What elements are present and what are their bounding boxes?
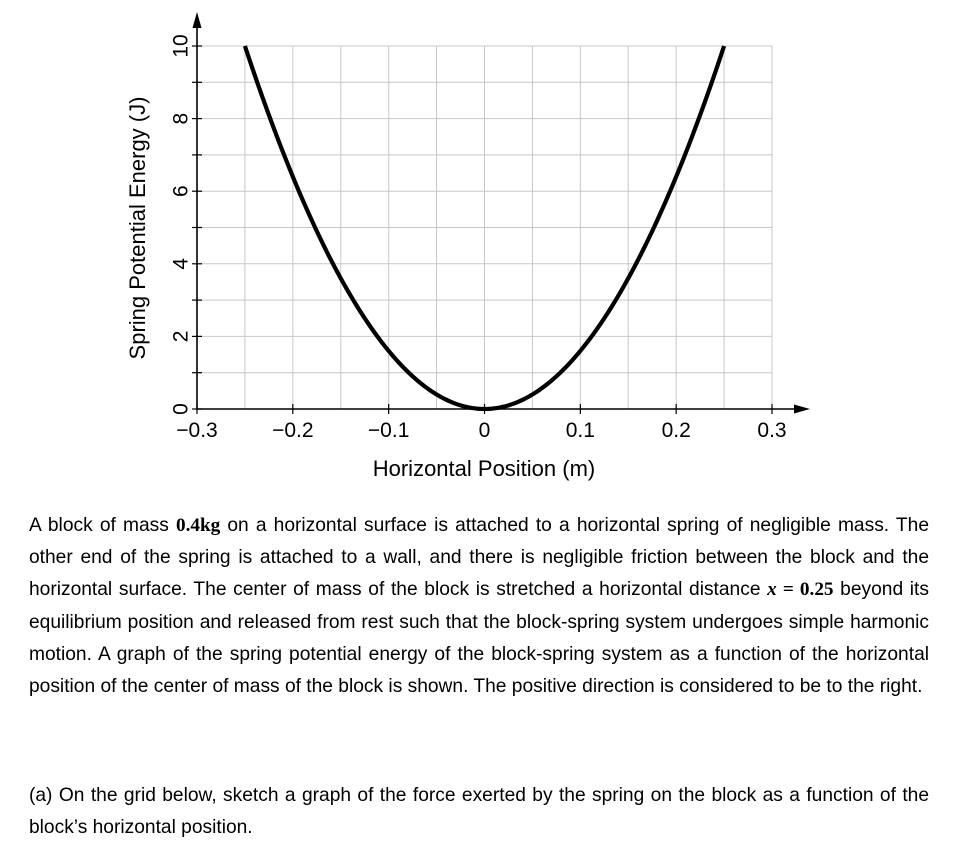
x-axis-arrow: [794, 404, 810, 414]
x-equation: = 0.25: [776, 579, 834, 601]
y-tick-label: 0: [169, 403, 192, 415]
problem-statement: A block of mass 0.4kg on a horizontal su…: [29, 510, 929, 703]
question-a: (a) On the grid below, sketch a graph of…: [29, 785, 929, 839]
x-variable: x: [767, 579, 777, 601]
y-tick-label: 2: [169, 331, 192, 343]
y-tick-label: 8: [169, 113, 192, 125]
x-axis-label: Horizontal Position (m): [373, 456, 596, 481]
y-axis-arrow: [192, 12, 202, 28]
x-tick-label: 0: [479, 419, 491, 442]
x-tick-label: −0.1: [368, 419, 409, 442]
energy-chart: −0.3 −0.2 −0.1 0 0.1 0.2 0.3 0 2 4 6 8 10 Horizonta…: [125, 12, 810, 481]
x-tick-label: 0.3: [757, 419, 786, 442]
x-tick-label: 0.1: [566, 419, 595, 442]
mass-value: 0.4kg: [175, 515, 221, 536]
energy-chart-svg: −0.3 −0.2 −0.1 0 0.1 0.2 0.3 0 2 4 6 8 10 Horizonta…: [125, 12, 810, 481]
problem-text-b: on a horizontal surface is attached to a…: [29, 515, 929, 601]
energy-curve: [242, 45, 727, 412]
x-tick-label: −0.3: [176, 419, 217, 442]
x-tick-labels: −0.3 −0.2 −0.1 0 0.1 0.2 0.3: [176, 419, 786, 442]
y-tick-labels: 0 2 4 6 8 10: [169, 34, 192, 415]
x-tick-label: 0.2: [662, 419, 691, 442]
grid: [197, 45, 773, 409]
y-axis-label: Spring Potential Energy (J): [125, 97, 150, 360]
series: [242, 45, 727, 412]
problem-text-c: beyond its equilibrium position and rele…: [29, 579, 929, 698]
y-tick-label: 6: [169, 185, 192, 197]
tick-marks: [192, 45, 773, 414]
y-tick-label: 4: [169, 258, 192, 270]
problem-text-a: A block of mass: [29, 515, 176, 536]
y-tick-label: 10: [169, 34, 192, 57]
x-tick-label: −0.2: [272, 419, 313, 442]
